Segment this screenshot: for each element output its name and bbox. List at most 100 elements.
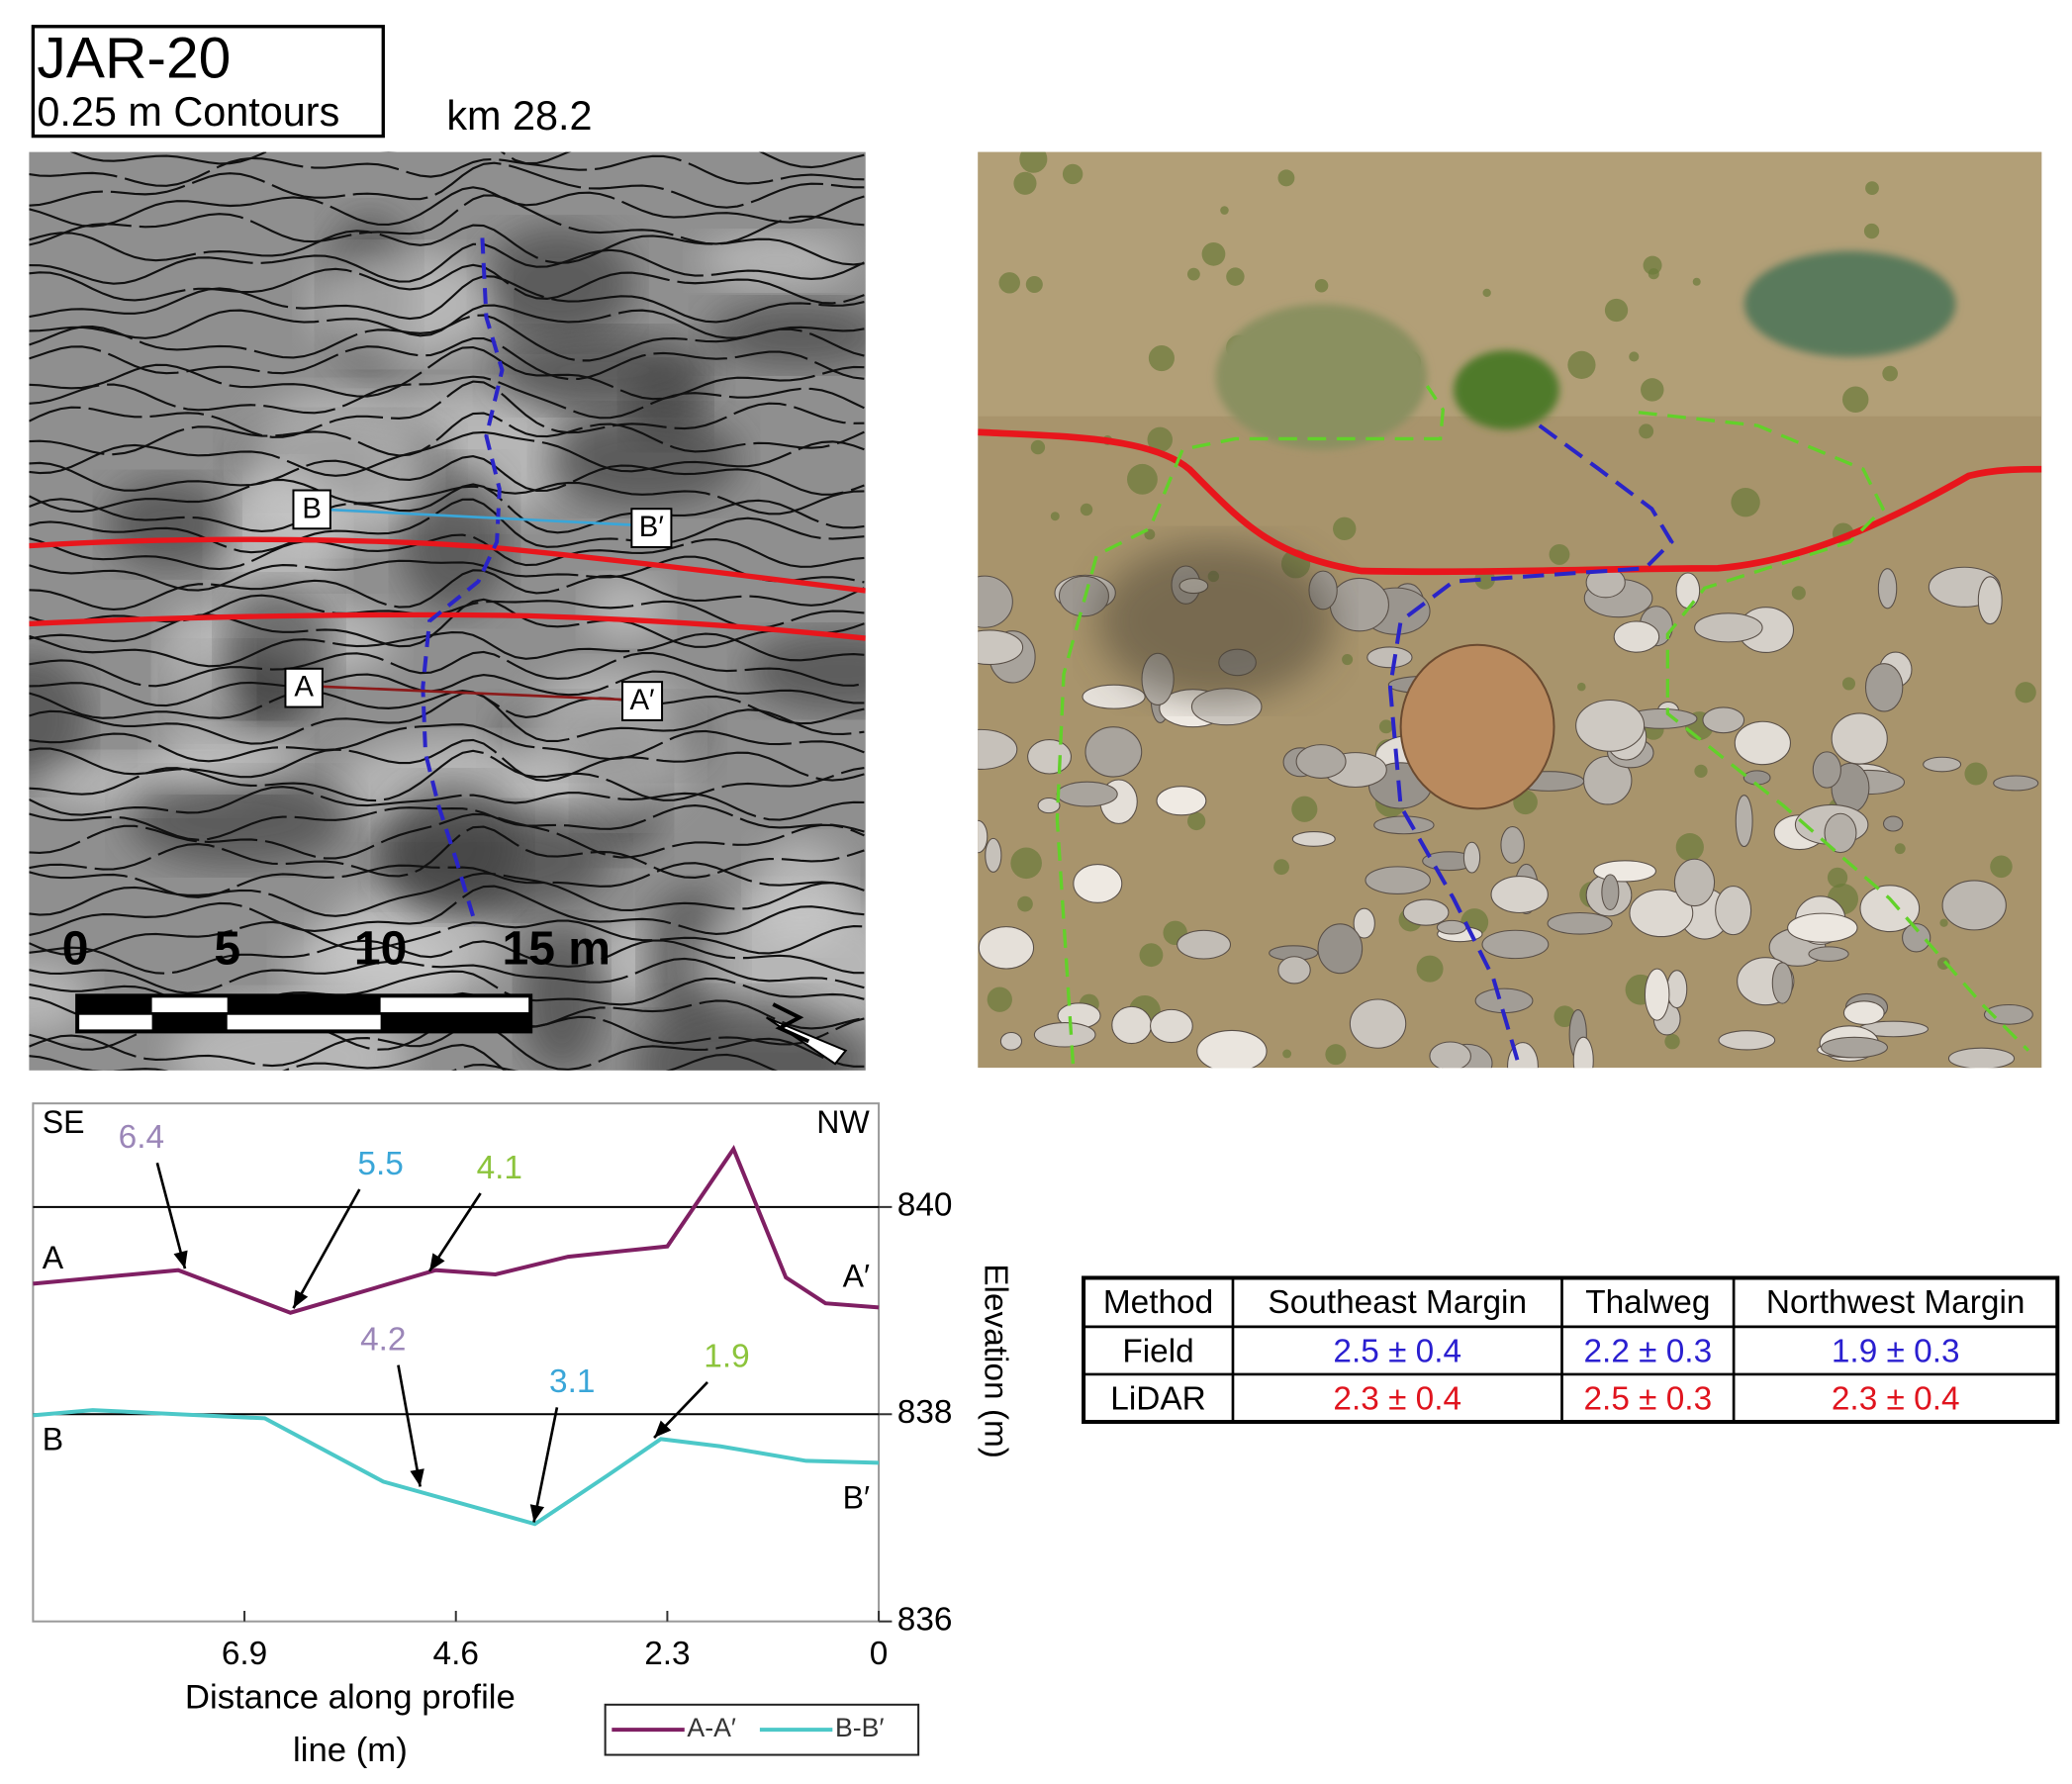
shrub	[1062, 163, 1083, 185]
table-cell: Field	[1122, 1333, 1193, 1369]
shrub	[1639, 423, 1654, 439]
rock	[978, 575, 1013, 628]
contour-line	[29, 430, 865, 477]
shrub	[1017, 895, 1033, 912]
fault-line	[29, 536, 866, 594]
shrub	[1273, 859, 1289, 876]
rock	[1977, 576, 2003, 625]
scale-label: 10	[354, 921, 407, 975]
north-arrow	[766, 1002, 848, 1066]
thalweg-trace	[1387, 423, 1674, 1069]
contours	[29, 151, 865, 1071]
rock	[1877, 568, 1898, 610]
contour-line	[29, 263, 865, 305]
annotation-arrow	[397, 1364, 422, 1487]
table-cell: 2.5 ± 0.3	[1583, 1380, 1712, 1417]
rock	[1812, 751, 1841, 789]
arrow-head	[410, 1468, 424, 1487]
table-cell: 2.5 ± 0.4	[1333, 1333, 1461, 1369]
rock	[1572, 1036, 1594, 1069]
x-tick-label: 0	[870, 1636, 889, 1672]
profile-end-label: B′	[843, 1479, 870, 1515]
rock	[1575, 699, 1646, 752]
shrub	[1964, 762, 1988, 786]
profile-label: A′	[629, 684, 654, 716]
rock	[1702, 706, 1745, 734]
annotation-label: 3.1	[549, 1363, 595, 1400]
shrub	[1604, 298, 1629, 323]
y-tick-label: 840	[897, 1187, 953, 1224]
shadow	[1096, 541, 1335, 701]
rock	[1507, 1042, 1539, 1069]
contour-line	[29, 598, 865, 648]
rock	[1787, 912, 1858, 943]
margin-line	[1638, 411, 2030, 1052]
shade-blob	[310, 250, 496, 359]
shrub	[1863, 223, 1880, 239]
shrub	[1731, 487, 1760, 517]
contour-line	[29, 275, 865, 324]
table-frame	[1082, 1275, 2060, 1425]
profile-line	[33, 1145, 880, 1315]
legend-label: B-B′	[835, 1713, 885, 1742]
rock	[1983, 1003, 2033, 1025]
shrub	[1030, 439, 1046, 455]
table-cell: 1.9 ± 0.3	[1832, 1333, 1960, 1369]
shrub	[987, 986, 1012, 1012]
profile-line	[33, 1408, 880, 1527]
table-header: Southeast Margin	[1268, 1284, 1527, 1321]
arrow-head	[529, 1504, 545, 1523]
shrub	[1694, 764, 1708, 778]
shade-blob	[105, 478, 231, 571]
shrub	[1841, 677, 1856, 691]
x-tick-label: 4.6	[433, 1636, 479, 1672]
rock	[1111, 1005, 1153, 1045]
shrub	[1416, 955, 1444, 983]
rock	[1666, 970, 1688, 1009]
rock	[1429, 1041, 1471, 1069]
rock	[1718, 1030, 1776, 1051]
shrub	[1882, 365, 1898, 382]
shrub	[1648, 268, 1659, 280]
label-box	[630, 508, 673, 548]
margin-line	[1055, 385, 1446, 1065]
rock	[1295, 744, 1347, 779]
contour-line	[29, 670, 865, 707]
rock	[978, 629, 1024, 666]
cactus	[1454, 349, 1559, 430]
contour-line	[29, 375, 865, 420]
profile-start-label: B	[43, 1421, 63, 1456]
shrub	[1080, 503, 1093, 516]
arrow-head	[293, 1289, 309, 1309]
rock	[978, 819, 989, 854]
scale-label: 15 m	[502, 921, 611, 975]
rock	[999, 1031, 1023, 1051]
rock	[1150, 1008, 1193, 1044]
scale-label: 5	[214, 921, 240, 975]
shrub	[1936, 957, 1950, 971]
contour-line	[29, 337, 865, 381]
shrub	[1827, 867, 1848, 889]
shrub	[1201, 241, 1226, 266]
shrub	[1314, 279, 1329, 293]
shrub	[1325, 1044, 1347, 1066]
legend-label: A-A′	[687, 1713, 736, 1742]
shrub	[1025, 275, 1043, 293]
contour-line	[29, 412, 865, 457]
shrub	[1342, 654, 1354, 666]
x-tick-label: 2.3	[644, 1636, 690, 1672]
rock	[1373, 815, 1435, 835]
profile-label: A	[294, 671, 314, 704]
rock	[1402, 898, 1450, 926]
shrub	[1990, 855, 2013, 879]
rock	[1365, 866, 1431, 894]
rock	[1675, 572, 1701, 610]
shrub	[1187, 811, 1206, 831]
photo-texture	[978, 151, 2042, 1069]
rock	[1353, 907, 1375, 939]
shrub	[1050, 512, 1060, 521]
rock	[1742, 770, 1771, 786]
rock	[1734, 720, 1791, 766]
shrub	[1629, 351, 1640, 362]
contour-line	[29, 939, 865, 975]
